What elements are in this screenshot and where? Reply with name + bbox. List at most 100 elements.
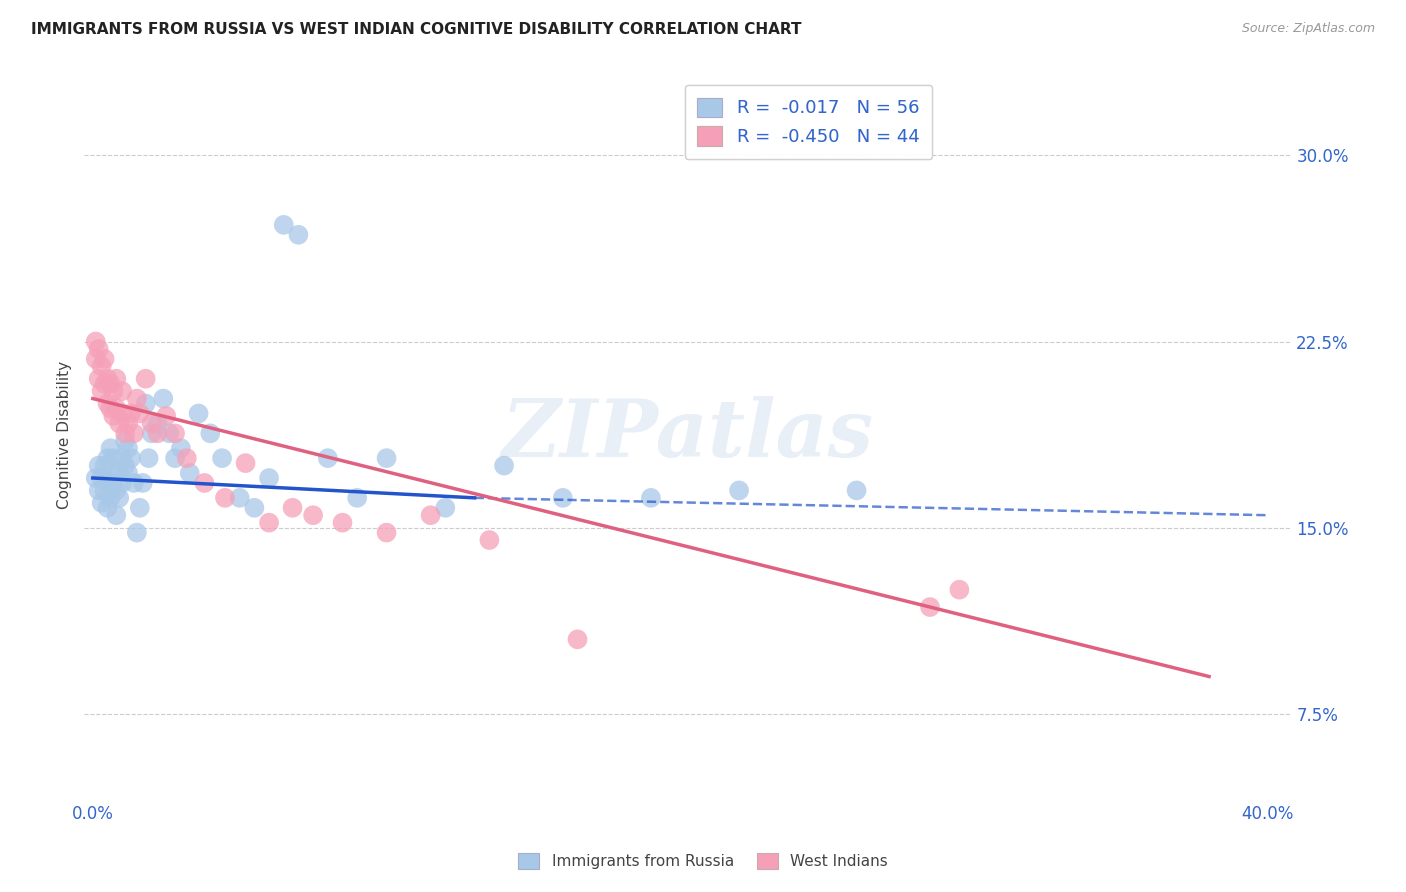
Point — [105, 372, 128, 386]
Point — [108, 417, 131, 431]
Point — [478, 533, 501, 547]
Point — [257, 516, 280, 530]
Point — [111, 407, 134, 421]
Point — [176, 451, 198, 466]
Point — [948, 582, 970, 597]
Point — [375, 525, 398, 540]
Point — [128, 407, 150, 421]
Point — [146, 417, 169, 431]
Point — [90, 359, 112, 374]
Point — [640, 491, 662, 505]
Point — [141, 417, 163, 431]
Point — [84, 471, 107, 485]
Text: IMMIGRANTS FROM RUSSIA VS WEST INDIAN COGNITIVE DISABILITY CORRELATION CHART: IMMIGRANTS FROM RUSSIA VS WEST INDIAN CO… — [31, 22, 801, 37]
Point — [87, 372, 110, 386]
Point — [103, 475, 125, 490]
Point — [93, 376, 115, 391]
Point — [165, 451, 187, 466]
Point — [302, 508, 325, 523]
Point — [96, 396, 118, 410]
Point — [235, 456, 257, 470]
Point — [157, 426, 180, 441]
Point — [135, 372, 157, 386]
Point — [103, 384, 125, 398]
Point — [135, 396, 157, 410]
Point — [179, 466, 201, 480]
Point — [93, 483, 115, 498]
Point — [114, 434, 136, 448]
Point — [122, 426, 145, 441]
Point — [93, 351, 115, 366]
Point — [170, 441, 193, 455]
Point — [103, 451, 125, 466]
Point — [316, 451, 339, 466]
Point — [165, 426, 187, 441]
Point — [152, 392, 174, 406]
Point — [281, 500, 304, 515]
Legend: Immigrants from Russia, West Indians: Immigrants from Russia, West Indians — [512, 847, 894, 875]
Point — [84, 334, 107, 349]
Point — [200, 426, 222, 441]
Point — [96, 475, 118, 490]
Point — [845, 483, 868, 498]
Point — [117, 466, 139, 480]
Text: Source: ZipAtlas.com: Source: ZipAtlas.com — [1241, 22, 1375, 36]
Point — [100, 441, 122, 455]
Point — [100, 401, 122, 416]
Point — [193, 475, 215, 490]
Point — [87, 342, 110, 356]
Point — [728, 483, 751, 498]
Point — [419, 508, 441, 523]
Point — [96, 451, 118, 466]
Point — [105, 508, 128, 523]
Point — [125, 392, 148, 406]
Point — [96, 500, 118, 515]
Point — [132, 475, 155, 490]
Point — [494, 458, 516, 473]
Point — [551, 491, 574, 505]
Point — [111, 451, 134, 466]
Point — [125, 525, 148, 540]
Point — [918, 600, 941, 615]
Point — [155, 409, 177, 423]
Point — [187, 407, 209, 421]
Point — [96, 372, 118, 386]
Point — [111, 475, 134, 490]
Point — [105, 483, 128, 498]
Point — [117, 441, 139, 455]
Point — [567, 632, 589, 647]
Point — [84, 351, 107, 366]
Point — [100, 376, 122, 391]
Point — [111, 384, 134, 398]
Point — [117, 417, 139, 431]
Point — [105, 401, 128, 416]
Y-axis label: Cognitive Disability: Cognitive Disability — [58, 360, 72, 508]
Point — [138, 451, 160, 466]
Point — [120, 407, 142, 421]
Point — [214, 491, 236, 505]
Point — [100, 466, 122, 480]
Point — [332, 516, 354, 530]
Point — [103, 409, 125, 423]
Point — [87, 483, 110, 498]
Text: ZIPatlas: ZIPatlas — [502, 396, 873, 474]
Point — [257, 471, 280, 485]
Point — [114, 426, 136, 441]
Legend: R =  -0.017   N = 56, R =  -0.450   N = 44: R = -0.017 N = 56, R = -0.450 N = 44 — [685, 85, 932, 159]
Point — [273, 218, 295, 232]
Point — [90, 471, 112, 485]
Point — [100, 491, 122, 505]
Point — [375, 451, 398, 466]
Point — [93, 458, 115, 473]
Point — [114, 458, 136, 473]
Point — [90, 384, 112, 398]
Point — [128, 500, 150, 515]
Point — [287, 227, 309, 242]
Point — [211, 451, 233, 466]
Point — [434, 500, 457, 515]
Point — [228, 491, 250, 505]
Point — [87, 458, 110, 473]
Point — [108, 466, 131, 480]
Point — [108, 491, 131, 505]
Point — [120, 451, 142, 466]
